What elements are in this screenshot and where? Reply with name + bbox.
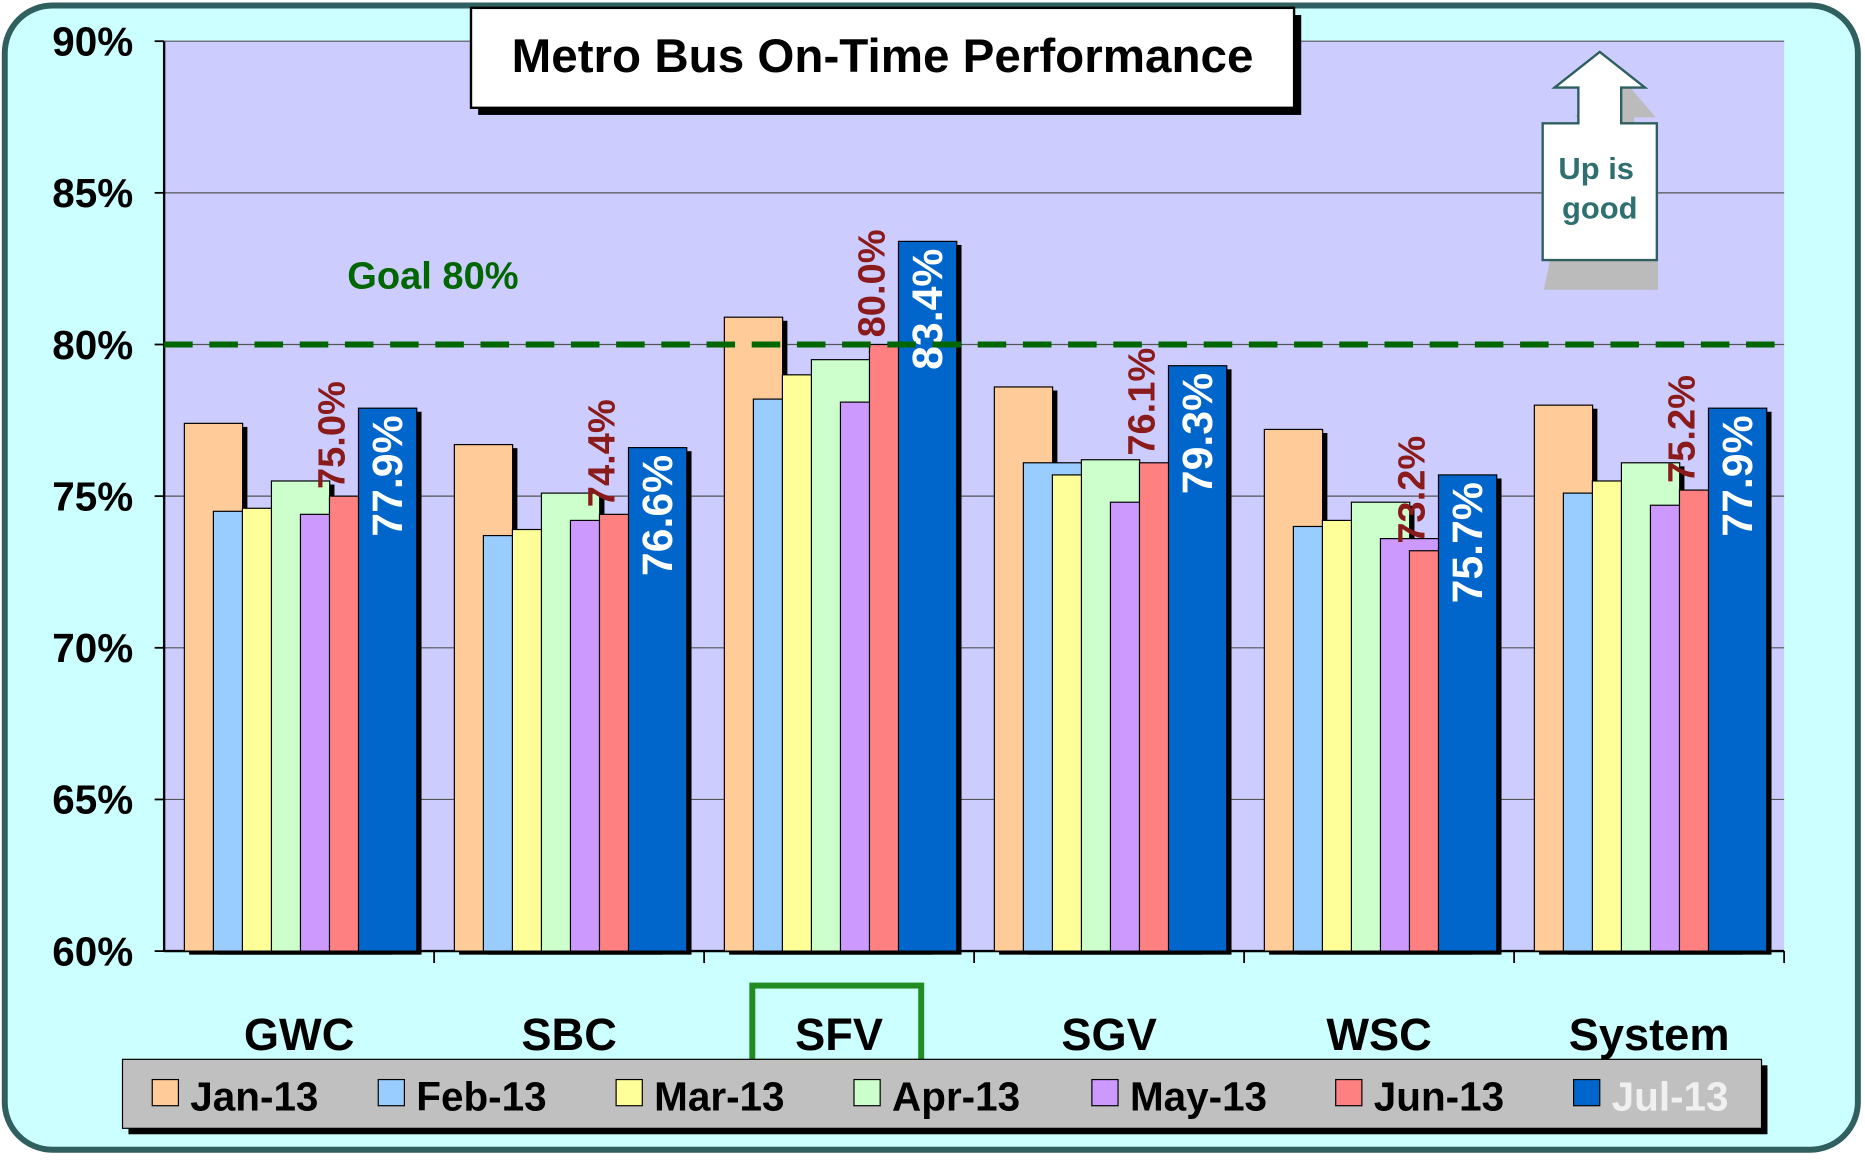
legend-label: Jan-13	[190, 1073, 318, 1119]
data-label: 83.4%	[904, 249, 952, 370]
y-tick-label: 90%	[52, 18, 133, 64]
x-tick-label: WSC	[1326, 1009, 1431, 1060]
x-tick-label: SFV	[795, 1009, 883, 1060]
y-tick-label: 60%	[52, 928, 133, 974]
legend-swatch	[151, 1078, 180, 1107]
data-label: 76.1%	[1121, 348, 1163, 456]
x-tick-label: SGV	[1061, 1009, 1156, 1060]
y-tick-label: 70%	[52, 625, 133, 671]
bar	[1437, 474, 1498, 952]
legend-label: Feb-13	[416, 1073, 546, 1119]
legend-label: May-13	[1130, 1073, 1267, 1119]
y-tick-label: 65%	[52, 777, 133, 823]
legend-swatch	[1091, 1078, 1119, 1107]
legend-swatch	[377, 1078, 405, 1107]
bar	[1167, 365, 1228, 952]
data-label: 77.9%	[1714, 415, 1762, 536]
note-line: good	[1562, 190, 1638, 225]
data-label: 77.9%	[364, 415, 412, 536]
data-label: 75.7%	[1444, 482, 1492, 603]
legend-swatch	[615, 1078, 643, 1107]
y-tick-label: 75%	[52, 473, 133, 519]
x-tick-label: GWC	[244, 1009, 354, 1060]
data-label: 73.2%	[1391, 436, 1433, 544]
y-tick-label: 85%	[52, 170, 133, 216]
legend	[121, 1058, 1763, 1129]
goal-label: Goal 80%	[347, 256, 518, 298]
y-tick-label: 80%	[52, 322, 133, 368]
data-label: 74.4%	[581, 399, 623, 507]
title-box	[469, 6, 1296, 109]
note-line: Up is	[1558, 151, 1634, 186]
data-label: 80.0%	[851, 229, 893, 337]
data-label: 75.0%	[311, 381, 353, 489]
chart-title: Metro Bus On-Time Performance	[512, 30, 1254, 83]
bar	[357, 407, 418, 952]
legend-label: Apr-13	[892, 1073, 1020, 1119]
bar	[627, 447, 688, 952]
data-label: 75.2%	[1661, 375, 1703, 483]
bar	[897, 240, 958, 952]
data-label: 76.6%	[634, 455, 682, 576]
legend-swatch	[1572, 1078, 1601, 1107]
note-arrow	[1541, 50, 1659, 262]
x-tick-label: SBC	[521, 1009, 616, 1060]
legend-swatch	[1335, 1078, 1363, 1107]
legend-label: Mar-13	[654, 1073, 784, 1119]
legend-label: Jun-13	[1374, 1073, 1504, 1119]
legend-label: Jul-13	[1612, 1073, 1729, 1119]
x-tick-label: System	[1569, 1009, 1730, 1060]
legend-swatch	[853, 1078, 881, 1107]
data-label: 79.3%	[1174, 373, 1222, 494]
bar	[1707, 407, 1768, 952]
